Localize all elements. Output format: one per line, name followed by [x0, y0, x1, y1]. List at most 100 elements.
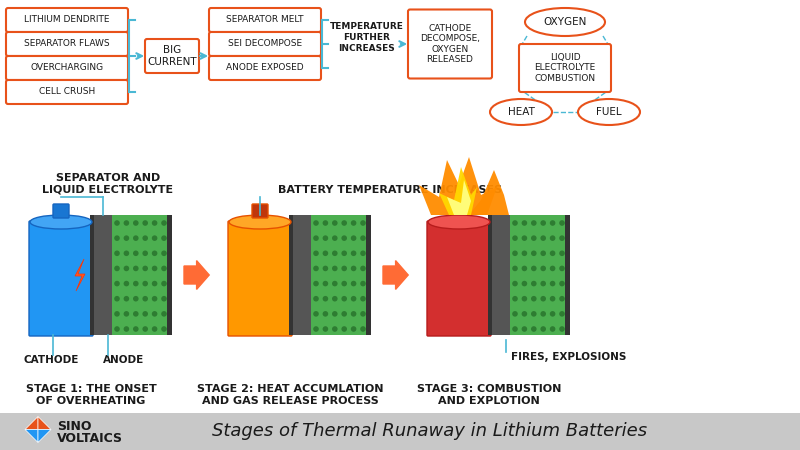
Circle shape: [512, 220, 518, 226]
Circle shape: [559, 311, 565, 317]
Polygon shape: [25, 417, 38, 429]
FancyBboxPatch shape: [228, 221, 292, 336]
FancyBboxPatch shape: [252, 204, 268, 218]
Ellipse shape: [525, 8, 605, 36]
Circle shape: [142, 281, 148, 286]
Circle shape: [559, 326, 565, 332]
Circle shape: [332, 296, 338, 302]
Circle shape: [550, 296, 555, 302]
Circle shape: [142, 296, 148, 302]
Circle shape: [512, 326, 518, 332]
Circle shape: [133, 266, 138, 271]
Circle shape: [559, 296, 565, 302]
Polygon shape: [94, 215, 112, 335]
Circle shape: [541, 326, 546, 332]
Circle shape: [124, 311, 130, 317]
FancyBboxPatch shape: [209, 8, 321, 32]
Circle shape: [360, 311, 366, 317]
Polygon shape: [90, 215, 94, 335]
Text: TEMPERATURE
FURTHER
INCREASES: TEMPERATURE FURTHER INCREASES: [330, 22, 404, 53]
Circle shape: [541, 266, 546, 271]
Text: STAGE 3: COMBUSTION
AND EXPLOTION: STAGE 3: COMBUSTION AND EXPLOTION: [417, 384, 561, 406]
Circle shape: [161, 251, 167, 256]
Circle shape: [314, 296, 318, 302]
Ellipse shape: [428, 215, 490, 229]
Circle shape: [161, 266, 167, 271]
Circle shape: [322, 311, 328, 317]
Circle shape: [522, 220, 527, 226]
Circle shape: [559, 251, 565, 256]
Circle shape: [512, 311, 518, 317]
Text: ANODE: ANODE: [103, 355, 144, 365]
Circle shape: [161, 326, 167, 332]
Circle shape: [124, 266, 130, 271]
Text: SEPARATOR FLAWS: SEPARATOR FLAWS: [24, 40, 110, 49]
Circle shape: [541, 251, 546, 256]
Circle shape: [332, 235, 338, 241]
Circle shape: [142, 251, 148, 256]
Circle shape: [114, 311, 120, 317]
Circle shape: [522, 251, 527, 256]
Polygon shape: [439, 167, 477, 215]
Circle shape: [124, 235, 130, 241]
Polygon shape: [167, 215, 172, 335]
Circle shape: [322, 266, 328, 271]
Circle shape: [512, 235, 518, 241]
Text: SEPARATOR MELT: SEPARATOR MELT: [226, 15, 304, 24]
Text: BATTERY TEMPERATURE INCREASES: BATTERY TEMPERATURE INCREASES: [278, 185, 502, 195]
Circle shape: [512, 251, 518, 256]
Circle shape: [342, 281, 347, 286]
Circle shape: [322, 251, 328, 256]
Polygon shape: [565, 215, 570, 335]
Ellipse shape: [490, 99, 552, 125]
Circle shape: [360, 326, 366, 332]
Circle shape: [350, 326, 357, 332]
Circle shape: [550, 266, 555, 271]
Text: HEAT: HEAT: [507, 107, 534, 117]
Circle shape: [350, 251, 357, 256]
Circle shape: [350, 296, 357, 302]
Bar: [0, 413, 800, 450]
Circle shape: [360, 235, 366, 241]
Circle shape: [114, 220, 120, 226]
Circle shape: [360, 251, 366, 256]
Circle shape: [531, 326, 537, 332]
Circle shape: [360, 266, 366, 271]
FancyBboxPatch shape: [6, 80, 128, 104]
Circle shape: [559, 281, 565, 286]
Polygon shape: [419, 157, 497, 215]
Circle shape: [550, 220, 555, 226]
Circle shape: [550, 281, 555, 286]
Circle shape: [332, 311, 338, 317]
Text: ANODE EXPOSED: ANODE EXPOSED: [226, 63, 304, 72]
Circle shape: [314, 220, 318, 226]
Text: VOLTAICS: VOLTAICS: [57, 432, 123, 445]
Polygon shape: [38, 417, 51, 429]
Circle shape: [142, 311, 148, 317]
Circle shape: [161, 281, 167, 286]
Circle shape: [124, 296, 130, 302]
Text: SEI DECOMPOSE: SEI DECOMPOSE: [228, 40, 302, 49]
Circle shape: [152, 220, 158, 226]
Polygon shape: [383, 261, 408, 289]
Circle shape: [342, 296, 347, 302]
Circle shape: [322, 220, 328, 226]
Circle shape: [142, 220, 148, 226]
Circle shape: [522, 266, 527, 271]
Circle shape: [124, 251, 130, 256]
Circle shape: [133, 281, 138, 286]
Ellipse shape: [30, 215, 92, 229]
Polygon shape: [184, 261, 210, 289]
Polygon shape: [293, 215, 311, 335]
Circle shape: [142, 235, 148, 241]
Circle shape: [531, 220, 537, 226]
Circle shape: [322, 281, 328, 286]
Circle shape: [161, 220, 167, 226]
Polygon shape: [510, 215, 565, 335]
Circle shape: [314, 281, 318, 286]
Polygon shape: [492, 215, 510, 335]
Circle shape: [133, 235, 138, 241]
Circle shape: [332, 220, 338, 226]
Circle shape: [512, 281, 518, 286]
Ellipse shape: [229, 215, 291, 229]
